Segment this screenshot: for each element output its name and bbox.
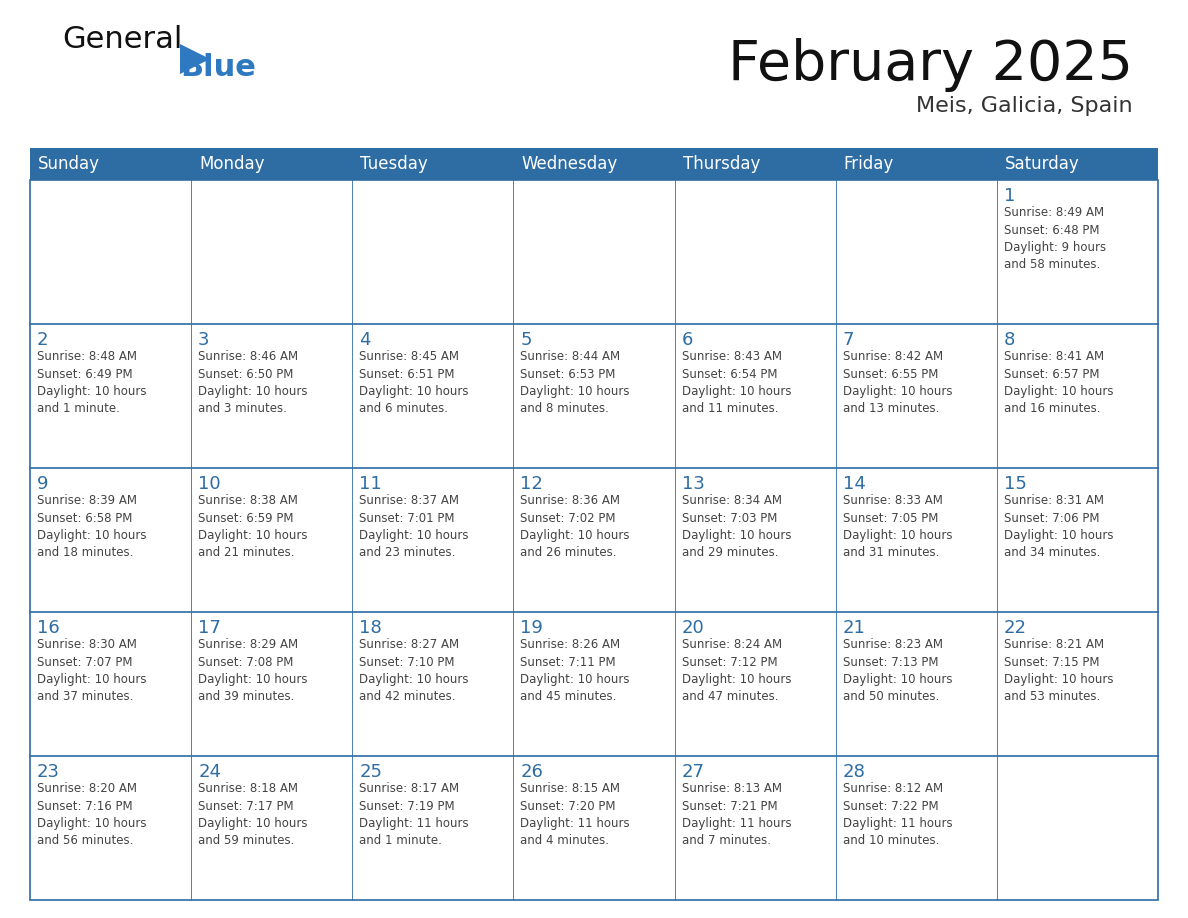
Text: Sunrise: 8:12 AM
Sunset: 7:22 PM
Daylight: 11 hours
and 10 minutes.: Sunrise: 8:12 AM Sunset: 7:22 PM Dayligh… xyxy=(842,782,953,847)
Text: 13: 13 xyxy=(682,475,704,493)
Text: Sunrise: 8:46 AM
Sunset: 6:50 PM
Daylight: 10 hours
and 3 minutes.: Sunrise: 8:46 AM Sunset: 6:50 PM Dayligh… xyxy=(198,350,308,416)
Text: 15: 15 xyxy=(1004,475,1026,493)
Text: 22: 22 xyxy=(1004,619,1026,637)
Text: Sunrise: 8:42 AM
Sunset: 6:55 PM
Daylight: 10 hours
and 13 minutes.: Sunrise: 8:42 AM Sunset: 6:55 PM Dayligh… xyxy=(842,350,953,416)
Text: Sunrise: 8:36 AM
Sunset: 7:02 PM
Daylight: 10 hours
and 26 minutes.: Sunrise: 8:36 AM Sunset: 7:02 PM Dayligh… xyxy=(520,494,630,559)
Bar xyxy=(30,180,1158,900)
Text: Sunrise: 8:45 AM
Sunset: 6:51 PM
Daylight: 10 hours
and 6 minutes.: Sunrise: 8:45 AM Sunset: 6:51 PM Dayligh… xyxy=(359,350,469,416)
Text: Sunrise: 8:37 AM
Sunset: 7:01 PM
Daylight: 10 hours
and 23 minutes.: Sunrise: 8:37 AM Sunset: 7:01 PM Dayligh… xyxy=(359,494,469,559)
Text: 6: 6 xyxy=(682,331,693,349)
Text: 9: 9 xyxy=(37,475,49,493)
Text: 26: 26 xyxy=(520,763,543,781)
Text: February 2025: February 2025 xyxy=(728,38,1133,92)
Text: 7: 7 xyxy=(842,331,854,349)
Text: 24: 24 xyxy=(198,763,221,781)
Text: 3: 3 xyxy=(198,331,209,349)
Text: 27: 27 xyxy=(682,763,704,781)
Text: 21: 21 xyxy=(842,619,866,637)
Text: 11: 11 xyxy=(359,475,383,493)
Text: 1: 1 xyxy=(1004,187,1016,205)
Text: Sunrise: 8:39 AM
Sunset: 6:58 PM
Daylight: 10 hours
and 18 minutes.: Sunrise: 8:39 AM Sunset: 6:58 PM Dayligh… xyxy=(37,494,146,559)
Text: 19: 19 xyxy=(520,619,543,637)
Text: Monday: Monday xyxy=(200,155,265,173)
Text: 5: 5 xyxy=(520,331,532,349)
Text: Wednesday: Wednesday xyxy=(522,155,618,173)
Text: Sunday: Sunday xyxy=(38,155,100,173)
Text: Sunrise: 8:34 AM
Sunset: 7:03 PM
Daylight: 10 hours
and 29 minutes.: Sunrise: 8:34 AM Sunset: 7:03 PM Dayligh… xyxy=(682,494,791,559)
Bar xyxy=(30,148,1158,180)
Text: Sunrise: 8:30 AM
Sunset: 7:07 PM
Daylight: 10 hours
and 37 minutes.: Sunrise: 8:30 AM Sunset: 7:07 PM Dayligh… xyxy=(37,638,146,703)
Text: Sunrise: 8:31 AM
Sunset: 7:06 PM
Daylight: 10 hours
and 34 minutes.: Sunrise: 8:31 AM Sunset: 7:06 PM Dayligh… xyxy=(1004,494,1113,559)
Text: Saturday: Saturday xyxy=(1005,155,1080,173)
Text: Sunrise: 8:29 AM
Sunset: 7:08 PM
Daylight: 10 hours
and 39 minutes.: Sunrise: 8:29 AM Sunset: 7:08 PM Dayligh… xyxy=(198,638,308,703)
Text: Sunrise: 8:15 AM
Sunset: 7:20 PM
Daylight: 11 hours
and 4 minutes.: Sunrise: 8:15 AM Sunset: 7:20 PM Dayligh… xyxy=(520,782,630,847)
Text: Sunrise: 8:20 AM
Sunset: 7:16 PM
Daylight: 10 hours
and 56 minutes.: Sunrise: 8:20 AM Sunset: 7:16 PM Dayligh… xyxy=(37,782,146,847)
Text: 25: 25 xyxy=(359,763,383,781)
Polygon shape xyxy=(181,44,210,74)
Text: Sunrise: 8:41 AM
Sunset: 6:57 PM
Daylight: 10 hours
and 16 minutes.: Sunrise: 8:41 AM Sunset: 6:57 PM Dayligh… xyxy=(1004,350,1113,416)
Text: Meis, Galicia, Spain: Meis, Galicia, Spain xyxy=(916,96,1133,116)
Text: Thursday: Thursday xyxy=(683,155,760,173)
Text: Sunrise: 8:44 AM
Sunset: 6:53 PM
Daylight: 10 hours
and 8 minutes.: Sunrise: 8:44 AM Sunset: 6:53 PM Dayligh… xyxy=(520,350,630,416)
Text: Friday: Friday xyxy=(843,155,893,173)
Text: 14: 14 xyxy=(842,475,866,493)
Text: General: General xyxy=(62,25,183,54)
Text: 20: 20 xyxy=(682,619,704,637)
Text: Sunrise: 8:27 AM
Sunset: 7:10 PM
Daylight: 10 hours
and 42 minutes.: Sunrise: 8:27 AM Sunset: 7:10 PM Dayligh… xyxy=(359,638,469,703)
Text: 2: 2 xyxy=(37,331,49,349)
Text: 18: 18 xyxy=(359,619,383,637)
Text: Sunrise: 8:13 AM
Sunset: 7:21 PM
Daylight: 11 hours
and 7 minutes.: Sunrise: 8:13 AM Sunset: 7:21 PM Dayligh… xyxy=(682,782,791,847)
Text: Sunrise: 8:23 AM
Sunset: 7:13 PM
Daylight: 10 hours
and 50 minutes.: Sunrise: 8:23 AM Sunset: 7:13 PM Dayligh… xyxy=(842,638,953,703)
Text: Sunrise: 8:48 AM
Sunset: 6:49 PM
Daylight: 10 hours
and 1 minute.: Sunrise: 8:48 AM Sunset: 6:49 PM Dayligh… xyxy=(37,350,146,416)
Text: Sunrise: 8:24 AM
Sunset: 7:12 PM
Daylight: 10 hours
and 47 minutes.: Sunrise: 8:24 AM Sunset: 7:12 PM Dayligh… xyxy=(682,638,791,703)
Text: Sunrise: 8:49 AM
Sunset: 6:48 PM
Daylight: 9 hours
and 58 minutes.: Sunrise: 8:49 AM Sunset: 6:48 PM Dayligh… xyxy=(1004,206,1106,272)
Text: 17: 17 xyxy=(198,619,221,637)
Text: 4: 4 xyxy=(359,331,371,349)
Text: Sunrise: 8:38 AM
Sunset: 6:59 PM
Daylight: 10 hours
and 21 minutes.: Sunrise: 8:38 AM Sunset: 6:59 PM Dayligh… xyxy=(198,494,308,559)
Text: Sunrise: 8:43 AM
Sunset: 6:54 PM
Daylight: 10 hours
and 11 minutes.: Sunrise: 8:43 AM Sunset: 6:54 PM Dayligh… xyxy=(682,350,791,416)
Text: Sunrise: 8:33 AM
Sunset: 7:05 PM
Daylight: 10 hours
and 31 minutes.: Sunrise: 8:33 AM Sunset: 7:05 PM Dayligh… xyxy=(842,494,953,559)
Text: Sunrise: 8:26 AM
Sunset: 7:11 PM
Daylight: 10 hours
and 45 minutes.: Sunrise: 8:26 AM Sunset: 7:11 PM Dayligh… xyxy=(520,638,630,703)
Text: Tuesday: Tuesday xyxy=(360,155,428,173)
Text: 16: 16 xyxy=(37,619,59,637)
Text: Blue: Blue xyxy=(181,53,255,82)
Text: 23: 23 xyxy=(37,763,61,781)
Text: 12: 12 xyxy=(520,475,543,493)
Text: 10: 10 xyxy=(198,475,221,493)
Text: 28: 28 xyxy=(842,763,866,781)
Text: Sunrise: 8:17 AM
Sunset: 7:19 PM
Daylight: 11 hours
and 1 minute.: Sunrise: 8:17 AM Sunset: 7:19 PM Dayligh… xyxy=(359,782,469,847)
Text: Sunrise: 8:18 AM
Sunset: 7:17 PM
Daylight: 10 hours
and 59 minutes.: Sunrise: 8:18 AM Sunset: 7:17 PM Dayligh… xyxy=(198,782,308,847)
Text: 8: 8 xyxy=(1004,331,1016,349)
Text: Sunrise: 8:21 AM
Sunset: 7:15 PM
Daylight: 10 hours
and 53 minutes.: Sunrise: 8:21 AM Sunset: 7:15 PM Dayligh… xyxy=(1004,638,1113,703)
